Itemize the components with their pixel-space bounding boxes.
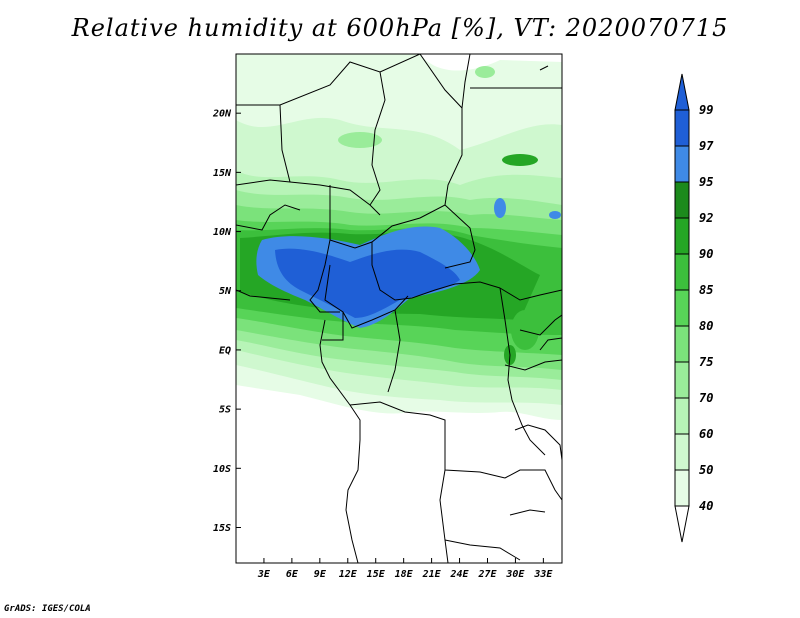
- lat-tick-label: EQ: [219, 345, 231, 356]
- lat-tick-label: 15N: [213, 168, 232, 179]
- lon-tick-label: 33E: [533, 569, 553, 580]
- lon-tick-label: 3E: [257, 569, 271, 580]
- latitude-axis: 20N 15N 10N 5N EQ 5S 10S 15S: [212, 109, 241, 534]
- lon-tick-label: 12E: [339, 569, 358, 580]
- lon-tick-label: 6E: [286, 569, 299, 580]
- colorbar-swatch: [674, 361, 690, 399]
- colorbar-label: 40: [699, 499, 713, 513]
- colorbar-swatch: [674, 289, 690, 327]
- humidity-spot: [502, 154, 538, 166]
- humidity-shade-99: [275, 248, 460, 318]
- lat-tick-label: 10N: [213, 227, 232, 238]
- colorbar-label: 92: [699, 211, 713, 225]
- lat-tick-label: 10S: [213, 464, 231, 475]
- colorbar-top-arrow: [674, 73, 690, 111]
- humidity-spot: [549, 211, 561, 219]
- humidity-spot: [494, 198, 506, 218]
- colorbar-label: 90: [699, 247, 713, 261]
- grads-credit: GrADS: IGES/COLA: [4, 604, 91, 614]
- lat-tick-label: 15S: [213, 523, 231, 534]
- humidity-field: [236, 54, 562, 563]
- map-title: Relative humidity at 600hPa [%], VT: 202…: [71, 14, 729, 42]
- colorbar-swatch: [674, 217, 690, 255]
- map-frame: [235, 53, 563, 564]
- colorbar-swatch: [674, 253, 690, 291]
- colorbar-swatch: [674, 145, 690, 183]
- humidity-spot: [511, 310, 539, 350]
- colorbar-label: 60: [699, 427, 713, 441]
- colorbar-swatch: [674, 181, 690, 219]
- lon-tick-label: 24E: [450, 569, 470, 580]
- humidity-spot: [338, 132, 382, 148]
- lon-tick-label: 21E: [422, 569, 442, 580]
- colorbar-label: 50: [699, 463, 713, 477]
- colorbar-label: 99: [699, 103, 713, 117]
- country-borders: [236, 54, 562, 563]
- lon-tick-label: 9E: [314, 569, 327, 580]
- lon-tick-label: 27E: [477, 569, 497, 580]
- colorbar-label: 75: [699, 355, 713, 369]
- lat-tick-label: 5S: [219, 405, 231, 416]
- lat-tick-label: 20N: [212, 109, 232, 120]
- lon-tick-label: 30E: [505, 569, 525, 580]
- longitude-axis: 3E 6E 9E 12E 15E 18E 21E 24E 27E 30E 33E: [257, 558, 553, 580]
- colorbar-bottom-arrow: [674, 505, 690, 543]
- lon-tick-label: 15E: [367, 569, 386, 580]
- humidity-spot: [475, 66, 495, 78]
- colorbar-swatch: [674, 397, 690, 435]
- lon-tick-label: 18E: [395, 569, 414, 580]
- colorbar-label: 85: [699, 283, 713, 297]
- colorbar-swatch: [674, 109, 690, 147]
- colorbar-legend: 99 97 95 92 90 85 80 75 70 60 50 40: [674, 73, 714, 543]
- colorbar-label: 80: [699, 319, 713, 333]
- lat-tick-label: 5N: [219, 286, 232, 297]
- colorbar-swatch: [674, 469, 690, 507]
- colorbar-label: 97: [699, 139, 714, 153]
- colorbar-label: 95: [699, 175, 713, 189]
- colorbar-label: 70: [699, 391, 713, 405]
- colorbar-swatch: [674, 325, 690, 363]
- colorbar-swatch: [674, 433, 690, 471]
